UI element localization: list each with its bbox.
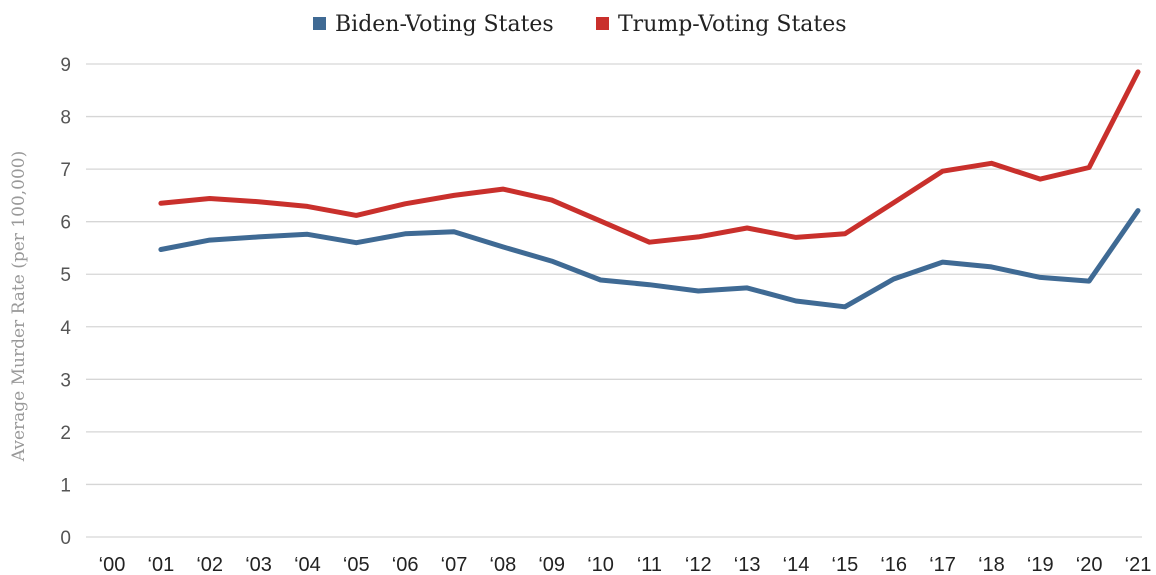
- x-tick-label: ‘04: [294, 554, 321, 575]
- y-tick-label: 8: [60, 108, 71, 129]
- y-axis-ticks: 0 1 2 3 4 5 6 7 8 9: [60, 55, 71, 549]
- x-tick-label: ‘10: [587, 554, 614, 575]
- x-tick-label: ‘06: [392, 554, 419, 575]
- y-tick-label: 7: [60, 160, 71, 181]
- x-tick-label: ‘12: [685, 554, 712, 575]
- x-tick-label: ‘15: [832, 554, 859, 575]
- x-tick-label: ‘13: [734, 554, 761, 575]
- y-tick-label: 4: [60, 318, 71, 339]
- x-tick-label: ‘18: [978, 554, 1005, 575]
- gridlines: [86, 63, 1142, 538]
- x-tick-label: ‘14: [783, 554, 810, 575]
- legend: Biden-Voting States Trump-Voting States: [313, 12, 847, 37]
- x-axis-ticks: ‘00 ‘01 ‘02 ‘03 ‘04 ‘05 ‘06 ‘07 ‘08 ‘09 ‘10 ‘11 ‘12 ‘…: [99, 554, 1152, 575]
- legend-label: Biden-Voting States: [335, 12, 554, 37]
- x-tick-label: ‘03: [245, 554, 272, 575]
- x-tick-label: ‘08: [490, 554, 517, 575]
- y-tick-label: 0: [60, 528, 71, 549]
- y-tick-label: 3: [60, 370, 71, 391]
- x-tick-label: ‘07: [441, 554, 468, 575]
- x-tick-label: ‘05: [343, 554, 370, 575]
- x-tick-label: ‘02: [196, 554, 223, 575]
- x-tick-label: ‘09: [538, 554, 565, 575]
- legend-label: Trump-Voting States: [618, 12, 847, 37]
- x-tick-label: ‘01: [148, 554, 175, 575]
- y-axis-title: Average Murder Rate (per 100,000): [9, 151, 29, 462]
- series-lines: [158, 69, 1141, 310]
- x-tick-label: ‘11: [637, 554, 662, 575]
- legend-swatch: [313, 17, 326, 30]
- y-tick-label: 9: [60, 55, 71, 76]
- x-tick-label: ‘16: [880, 554, 907, 575]
- series-line-biden: [158, 208, 1141, 310]
- x-tick-label: ‘19: [1027, 554, 1054, 575]
- x-tick-label: ‘20: [1076, 554, 1103, 575]
- y-tick-label: 1: [60, 475, 71, 496]
- y-tick-label: 5: [60, 265, 71, 286]
- x-tick-label: ‘21: [1125, 554, 1152, 575]
- y-tick-label: 2: [60, 423, 71, 444]
- y-tick-label: 6: [60, 213, 71, 234]
- legend-swatch: [596, 17, 609, 30]
- x-tick-label: ‘17: [929, 554, 956, 575]
- series-line-trump: [158, 69, 1141, 245]
- x-tick-label: ‘00: [99, 554, 126, 575]
